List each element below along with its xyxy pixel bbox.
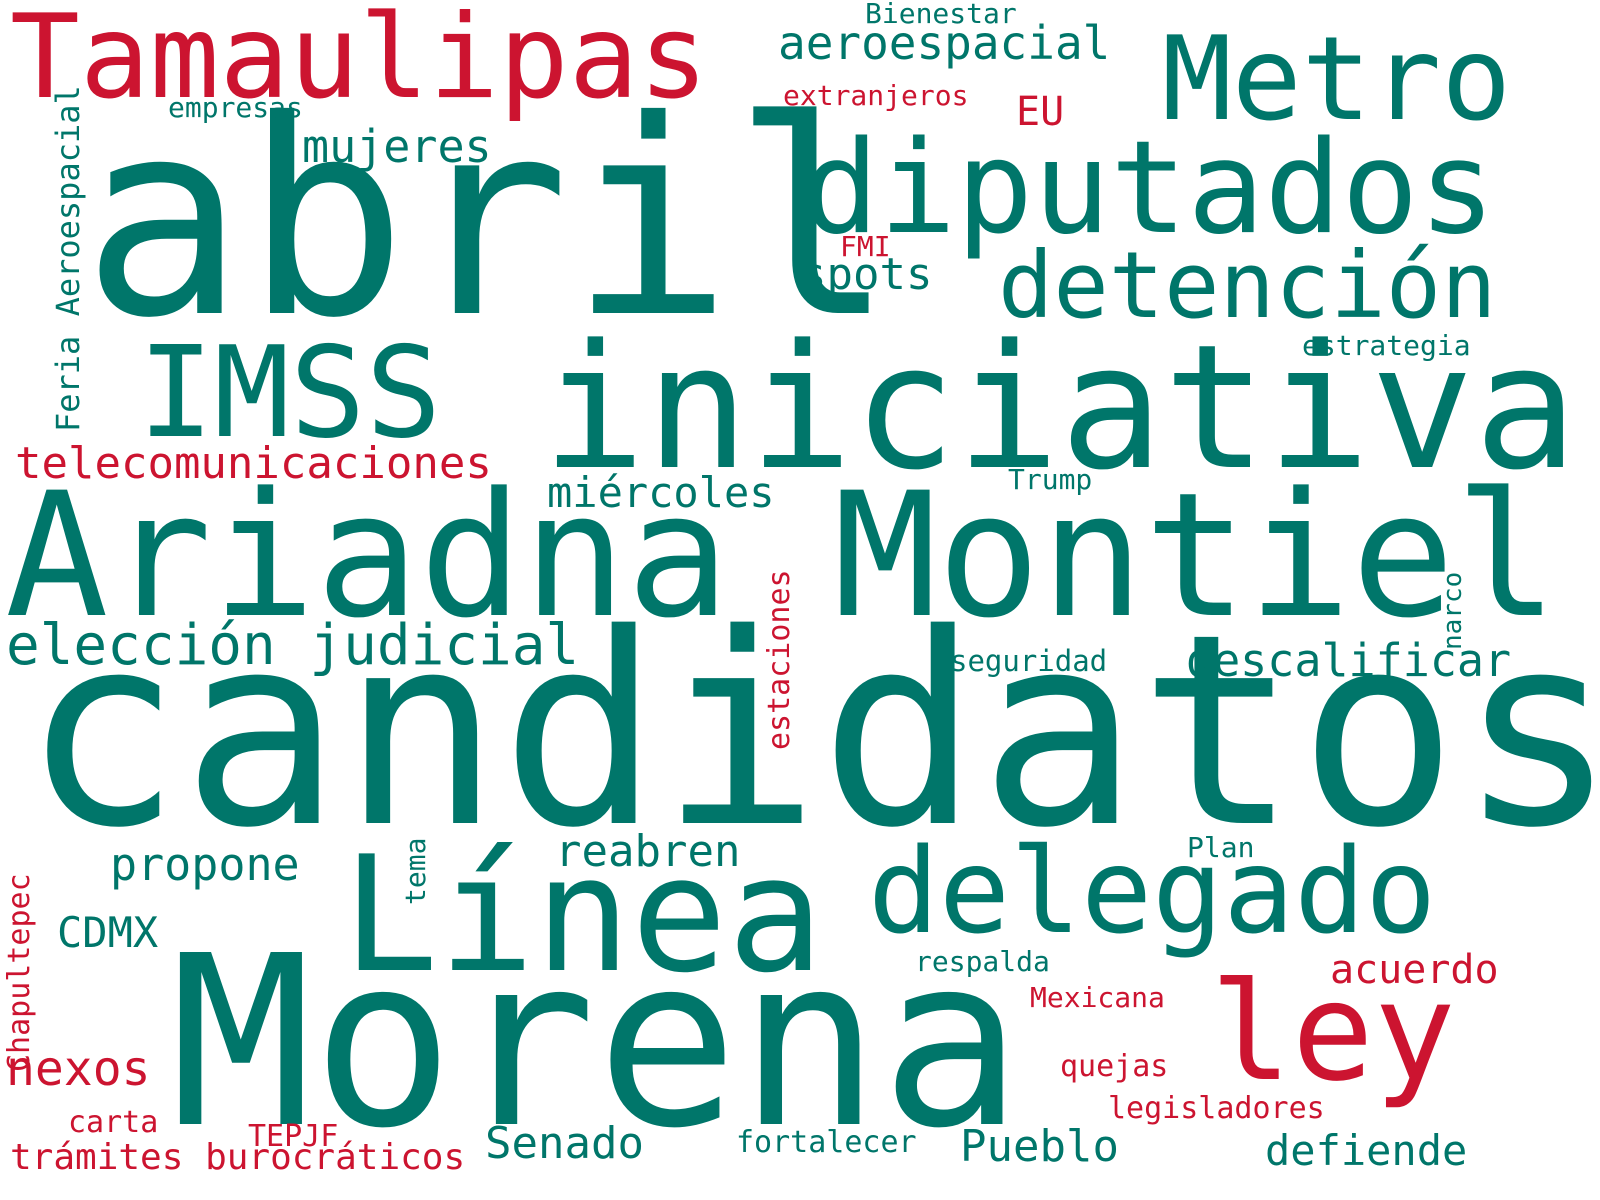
word-diputados: diputados xyxy=(802,114,1496,263)
word-nexos: nexos xyxy=(6,1041,151,1097)
word-quejas: quejas xyxy=(1060,1049,1169,1084)
word-iniciativa: iniciativa xyxy=(542,307,1578,508)
word-seguridad: seguridad xyxy=(950,644,1108,678)
word-cdmx: CDMX xyxy=(57,908,159,957)
word-senado: Senado xyxy=(485,1118,644,1169)
word-defiende: defiende xyxy=(1265,1126,1468,1175)
word-linea: Línea xyxy=(342,821,824,1008)
word-morena: Morena xyxy=(170,905,1023,1180)
word-candidatos: candidatos xyxy=(22,578,1600,886)
word-reabren: reabren xyxy=(555,826,741,877)
word-tepjf: TEPJF xyxy=(248,1119,339,1154)
word-delegado: delegado xyxy=(868,822,1437,960)
word-descalificar: descalificar xyxy=(1186,634,1512,687)
word-mujeres: mujeres xyxy=(302,120,492,173)
word-tema: tema xyxy=(399,837,432,905)
word-estrategia: estrategia xyxy=(1302,329,1471,362)
word-ley: ley xyxy=(1210,954,1456,1112)
word-legisladores: legisladores xyxy=(1108,1091,1325,1126)
word-mexicana: Mexicana xyxy=(1030,981,1165,1014)
word-estaciones: estaciones xyxy=(762,569,797,750)
word-plan: Plan xyxy=(1187,831,1255,864)
word-bienestar: Bienestar xyxy=(865,0,1017,30)
word-extranjeros: extranjeros xyxy=(783,79,969,112)
word-metro: Metro xyxy=(1162,12,1512,147)
word-chapultepec: Chapultepec xyxy=(2,873,37,1072)
word-abril: abril xyxy=(82,62,895,377)
word-telecomunicaciones: telecomunicaciones xyxy=(15,438,492,489)
word-ariadna-montiel: Ariadna Montiel xyxy=(5,455,1559,656)
word-pueblo: Pueblo xyxy=(960,1121,1119,1172)
word-narco: narco xyxy=(1438,571,1468,650)
word-empresas: empresas xyxy=(168,91,303,124)
word-propone: propone xyxy=(110,838,300,891)
word-aeroespacial: aeroespacial xyxy=(778,16,1111,70)
word-miercoles: miércoles xyxy=(547,468,775,517)
word-deteccion: detención xyxy=(998,232,1497,339)
word-fortalecer: fortalecer xyxy=(736,1125,917,1160)
word-spots: spots xyxy=(800,249,933,300)
word-eu: EU xyxy=(1016,89,1065,135)
word-carta: carta xyxy=(68,1105,159,1140)
word-fmi: FMI xyxy=(840,230,891,263)
word-feria-aeroespacial: Feria Aeroespacial xyxy=(49,85,87,432)
word-tamaulipas: Tamaulipas xyxy=(10,0,709,125)
word-respalda: respalda xyxy=(915,945,1050,978)
word-trump: Trump xyxy=(1008,463,1093,496)
word-acuerdo: acuerdo xyxy=(1330,947,1499,993)
word-eleccion-judicial: elección judicial xyxy=(6,613,580,678)
word-tramites-burocraticos: trámites burocráticos xyxy=(10,1137,466,1178)
word-imss: IMSS xyxy=(138,319,442,466)
